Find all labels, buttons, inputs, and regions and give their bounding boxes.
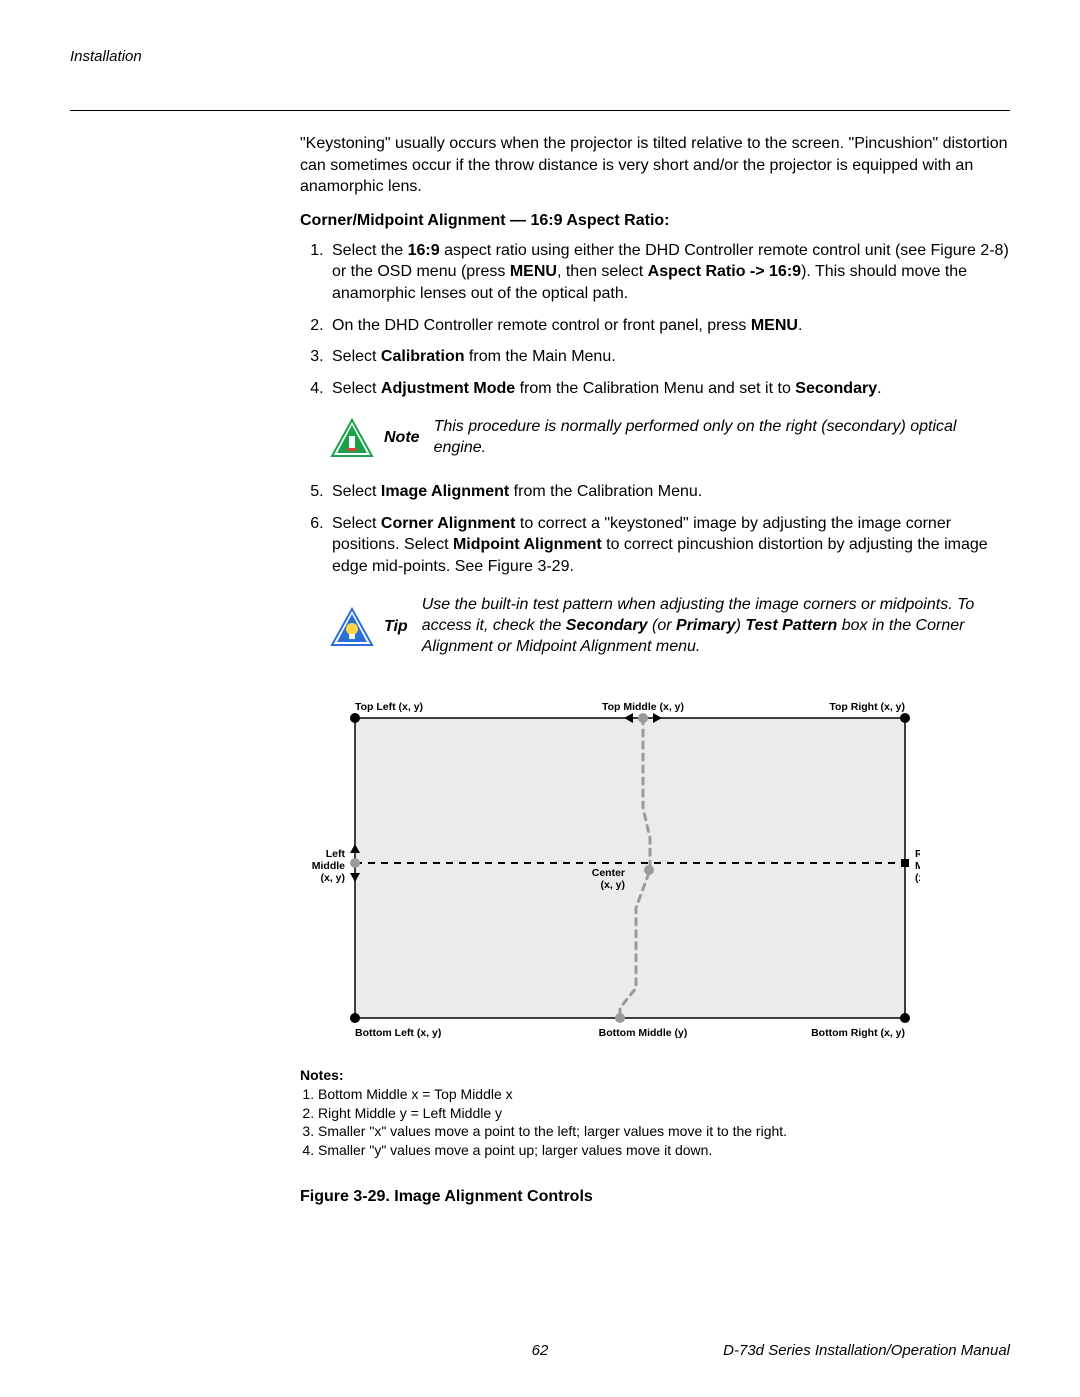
section-heading: Corner/Midpoint Alignment — 16:9 Aspect … (300, 212, 1010, 230)
tip-callout: Tip Use the built-in test pattern when a… (330, 595, 1010, 657)
note-callout: Note This procedure is normally performe… (330, 417, 1010, 459)
figure-note-item: Right Middle y = Left Middle y (318, 1104, 1010, 1123)
figure-note-item: Smaller "y" values move a point up; larg… (318, 1141, 1010, 1160)
svg-text:Top Right (x, y): Top Right (x, y) (829, 701, 905, 713)
header-rule (70, 110, 1010, 111)
svg-text:Bottom Middle (y): Bottom Middle (y) (599, 1027, 688, 1039)
figure-note-item: Bottom Middle x = Top Middle x (318, 1085, 1010, 1104)
svg-text:Center: Center (592, 867, 625, 879)
step-item: Select Image Alignment from the Calibrat… (328, 481, 1010, 503)
note-label: Note (384, 429, 420, 447)
step-item: Select the 16:9 aspect ratio using eithe… (328, 240, 1010, 305)
page-number: 62 (532, 1342, 549, 1359)
svg-text:Left: Left (326, 848, 346, 860)
page-content: "Keystoning" usually occurs when the pro… (300, 133, 1010, 1206)
manual-page: Installation "Keystoning" usually occurs… (0, 0, 1080, 1397)
note-text: This procedure is normally performed onl… (434, 417, 1010, 459)
tip-icon (330, 607, 374, 647)
figure-notes-heading: Notes: (300, 1067, 1010, 1083)
svg-text:Middle: Middle (312, 860, 345, 872)
note-icon (330, 418, 374, 458)
svg-text:Right: Right (915, 848, 920, 860)
svg-text:Bottom Right (x, y): Bottom Right (x, y) (811, 1027, 905, 1039)
intro-paragraph: "Keystoning" usually occurs when the pro… (300, 133, 1010, 198)
svg-text:(x, y): (x, y) (600, 879, 625, 891)
manual-title: D-73d Series Installation/Operation Manu… (723, 1342, 1010, 1359)
svg-text:(x, y): (x, y) (320, 872, 345, 884)
svg-text:Top Left (x, y): Top Left (x, y) (355, 701, 423, 713)
figure-caption: Figure 3-29. Image Alignment Controls (300, 1188, 1010, 1206)
alignment-diagram: Top Left (x, y) Top Right (x, y) Bottom Le… (300, 688, 920, 1048)
step-item: Select Corner Alignment to correct a "ke… (328, 513, 1010, 578)
tip-label: Tip (384, 618, 408, 636)
steps-list-1: Select the 16:9 aspect ratio using eithe… (300, 240, 1010, 400)
tip-text: Use the built-in test pattern when adjus… (422, 595, 1010, 657)
running-header: Installation (70, 48, 1010, 65)
steps-list-2: Select Image Alignment from the Calibrat… (300, 481, 1010, 577)
figure-notes-list: Bottom Middle x = Top Middle xRight Midd… (300, 1085, 1010, 1161)
step-item: On the DHD Controller remote control or … (328, 315, 1010, 337)
svg-text:Top Middle (x, y): Top Middle (x, y) (602, 701, 684, 713)
step-item: Select Adjustment Mode from the Calibrat… (328, 378, 1010, 400)
svg-text:(x): (x) (915, 872, 920, 884)
figure-3-29: Top Left (x, y) Top Right (x, y) Bottom Le… (300, 688, 1010, 1207)
step-item: Select Calibration from the Main Menu. (328, 346, 1010, 368)
svg-text:Bottom Left (x, y): Bottom Left (x, y) (355, 1027, 441, 1039)
figure-note-item: Smaller "x" values move a point to the l… (318, 1122, 1010, 1141)
page-footer: 62 D-73d Series Installation/Operation M… (70, 1342, 1010, 1359)
svg-text:Middle: Middle (915, 860, 920, 872)
